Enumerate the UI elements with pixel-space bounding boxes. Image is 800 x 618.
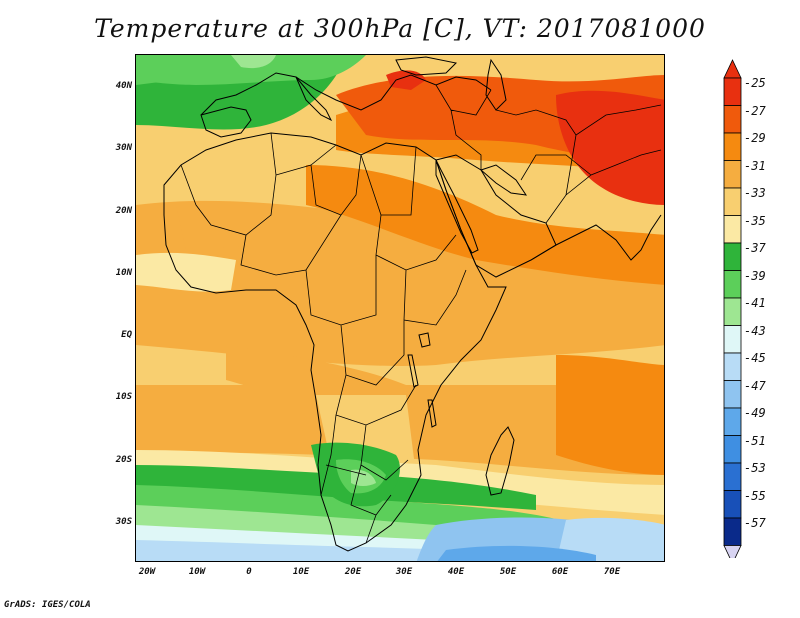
colorbar-box: [723, 297, 742, 326]
x-tick-label: 20W: [138, 567, 156, 577]
temperature-band: [231, 55, 276, 69]
colorbar-label: -29: [744, 131, 766, 145]
chart-title: Temperature at 300hPa [C], VT: 201708100…: [94, 14, 706, 43]
x-tick-label: 30E: [395, 567, 413, 577]
colorbar-label: -25: [744, 76, 766, 90]
colorbar-label: -35: [744, 213, 766, 228]
persian-gulf-outline: [480, 164, 528, 196]
colorbar-label: -33: [744, 186, 766, 200]
temperature-band: [136, 200, 664, 366]
colorbar-box: [723, 325, 742, 354]
temperature-band: [306, 165, 664, 285]
europe-coastline: [200, 72, 492, 116]
lake-tanganyika: [407, 354, 419, 388]
y-tick-label: 40N: [115, 81, 132, 91]
italy-outline: [295, 76, 333, 122]
y-tick-label: 20S: [115, 455, 132, 465]
x-tick-label: 10W: [188, 567, 206, 577]
temperature-band: [136, 252, 236, 292]
y-tick-label: 20N: [115, 206, 132, 216]
x-tick-label: 60E: [551, 567, 569, 577]
africa-coastline: [163, 132, 507, 552]
colorbar-label: -55: [744, 488, 766, 503]
colorbar-box: [723, 132, 742, 161]
colorbar-label: -41: [744, 296, 766, 310]
colorbar-label: -27: [744, 103, 766, 118]
colorbar-bottom-arrow: [723, 545, 742, 558]
colorbar-label: -51: [744, 433, 766, 448]
colorbar: [723, 59, 742, 558]
lake-malawi: [427, 399, 437, 428]
temperature-band: [556, 517, 664, 561]
colorbar-label: -31: [744, 158, 766, 173]
colorbar-box: [723, 352, 742, 381]
colorbar-box: [723, 517, 742, 546]
x-tick-label: 40E: [447, 567, 465, 577]
colorbar-label: -37: [744, 241, 766, 255]
asia-coastline: [530, 214, 662, 261]
y-tick-label: 10S: [115, 392, 132, 402]
y-tick-label: 30N: [115, 143, 132, 153]
colorbar-box: [723, 77, 742, 106]
colorbar-box: [723, 270, 742, 299]
temperature-band: [351, 469, 376, 486]
x-tick-label: 0: [246, 567, 252, 577]
colorbar-box: [723, 407, 742, 436]
temperature-field: [136, 55, 664, 561]
x-tick-label: 50E: [499, 567, 517, 577]
colorbar-box: [723, 380, 742, 409]
y-tick-label: EQ: [121, 330, 132, 340]
colorbar-label: -57: [744, 516, 766, 530]
temperature-band: [556, 355, 664, 475]
colorbar-box: [723, 242, 742, 271]
colorbar-box: [723, 215, 742, 244]
colorbar-box: [723, 462, 742, 491]
colorbar-top-arrow: [723, 59, 742, 79]
x-tick-label: 20E: [344, 567, 362, 577]
colorbar-box: [723, 187, 742, 216]
x-tick-label: 70E: [603, 567, 621, 577]
colorbar-box: [723, 105, 742, 134]
temperature-band: [556, 90, 664, 205]
lake-victoria: [418, 332, 431, 348]
y-tick-label: 10N: [115, 268, 132, 278]
colorbar-label: -53: [744, 461, 766, 475]
madagascar-outline: [485, 426, 515, 496]
x-tick-label: 10E: [292, 567, 310, 577]
colorbar-box: [723, 160, 742, 189]
colorbar-label: -47: [744, 378, 766, 393]
colorbar-label: -43: [744, 323, 766, 338]
interior-borders: [180, 84, 662, 544]
country-borders: [163, 56, 662, 552]
colorbar-label: -39: [744, 268, 766, 283]
colorbar-box: [723, 435, 742, 464]
red-sea-outline: [435, 159, 479, 254]
temperature-band: [136, 55, 366, 85]
colorbar-label: -45: [744, 351, 766, 365]
iberia-outline: [200, 106, 252, 138]
colorbar-box: [723, 490, 742, 519]
colorbar-label: -49: [744, 406, 766, 420]
black-sea-outline: [395, 56, 458, 76]
temperature-band: [437, 545, 596, 561]
temperature-map: [135, 54, 665, 562]
footer-credit: GrADS: IGES/COLA: [4, 600, 91, 610]
y-tick-label: 30S: [115, 517, 132, 527]
